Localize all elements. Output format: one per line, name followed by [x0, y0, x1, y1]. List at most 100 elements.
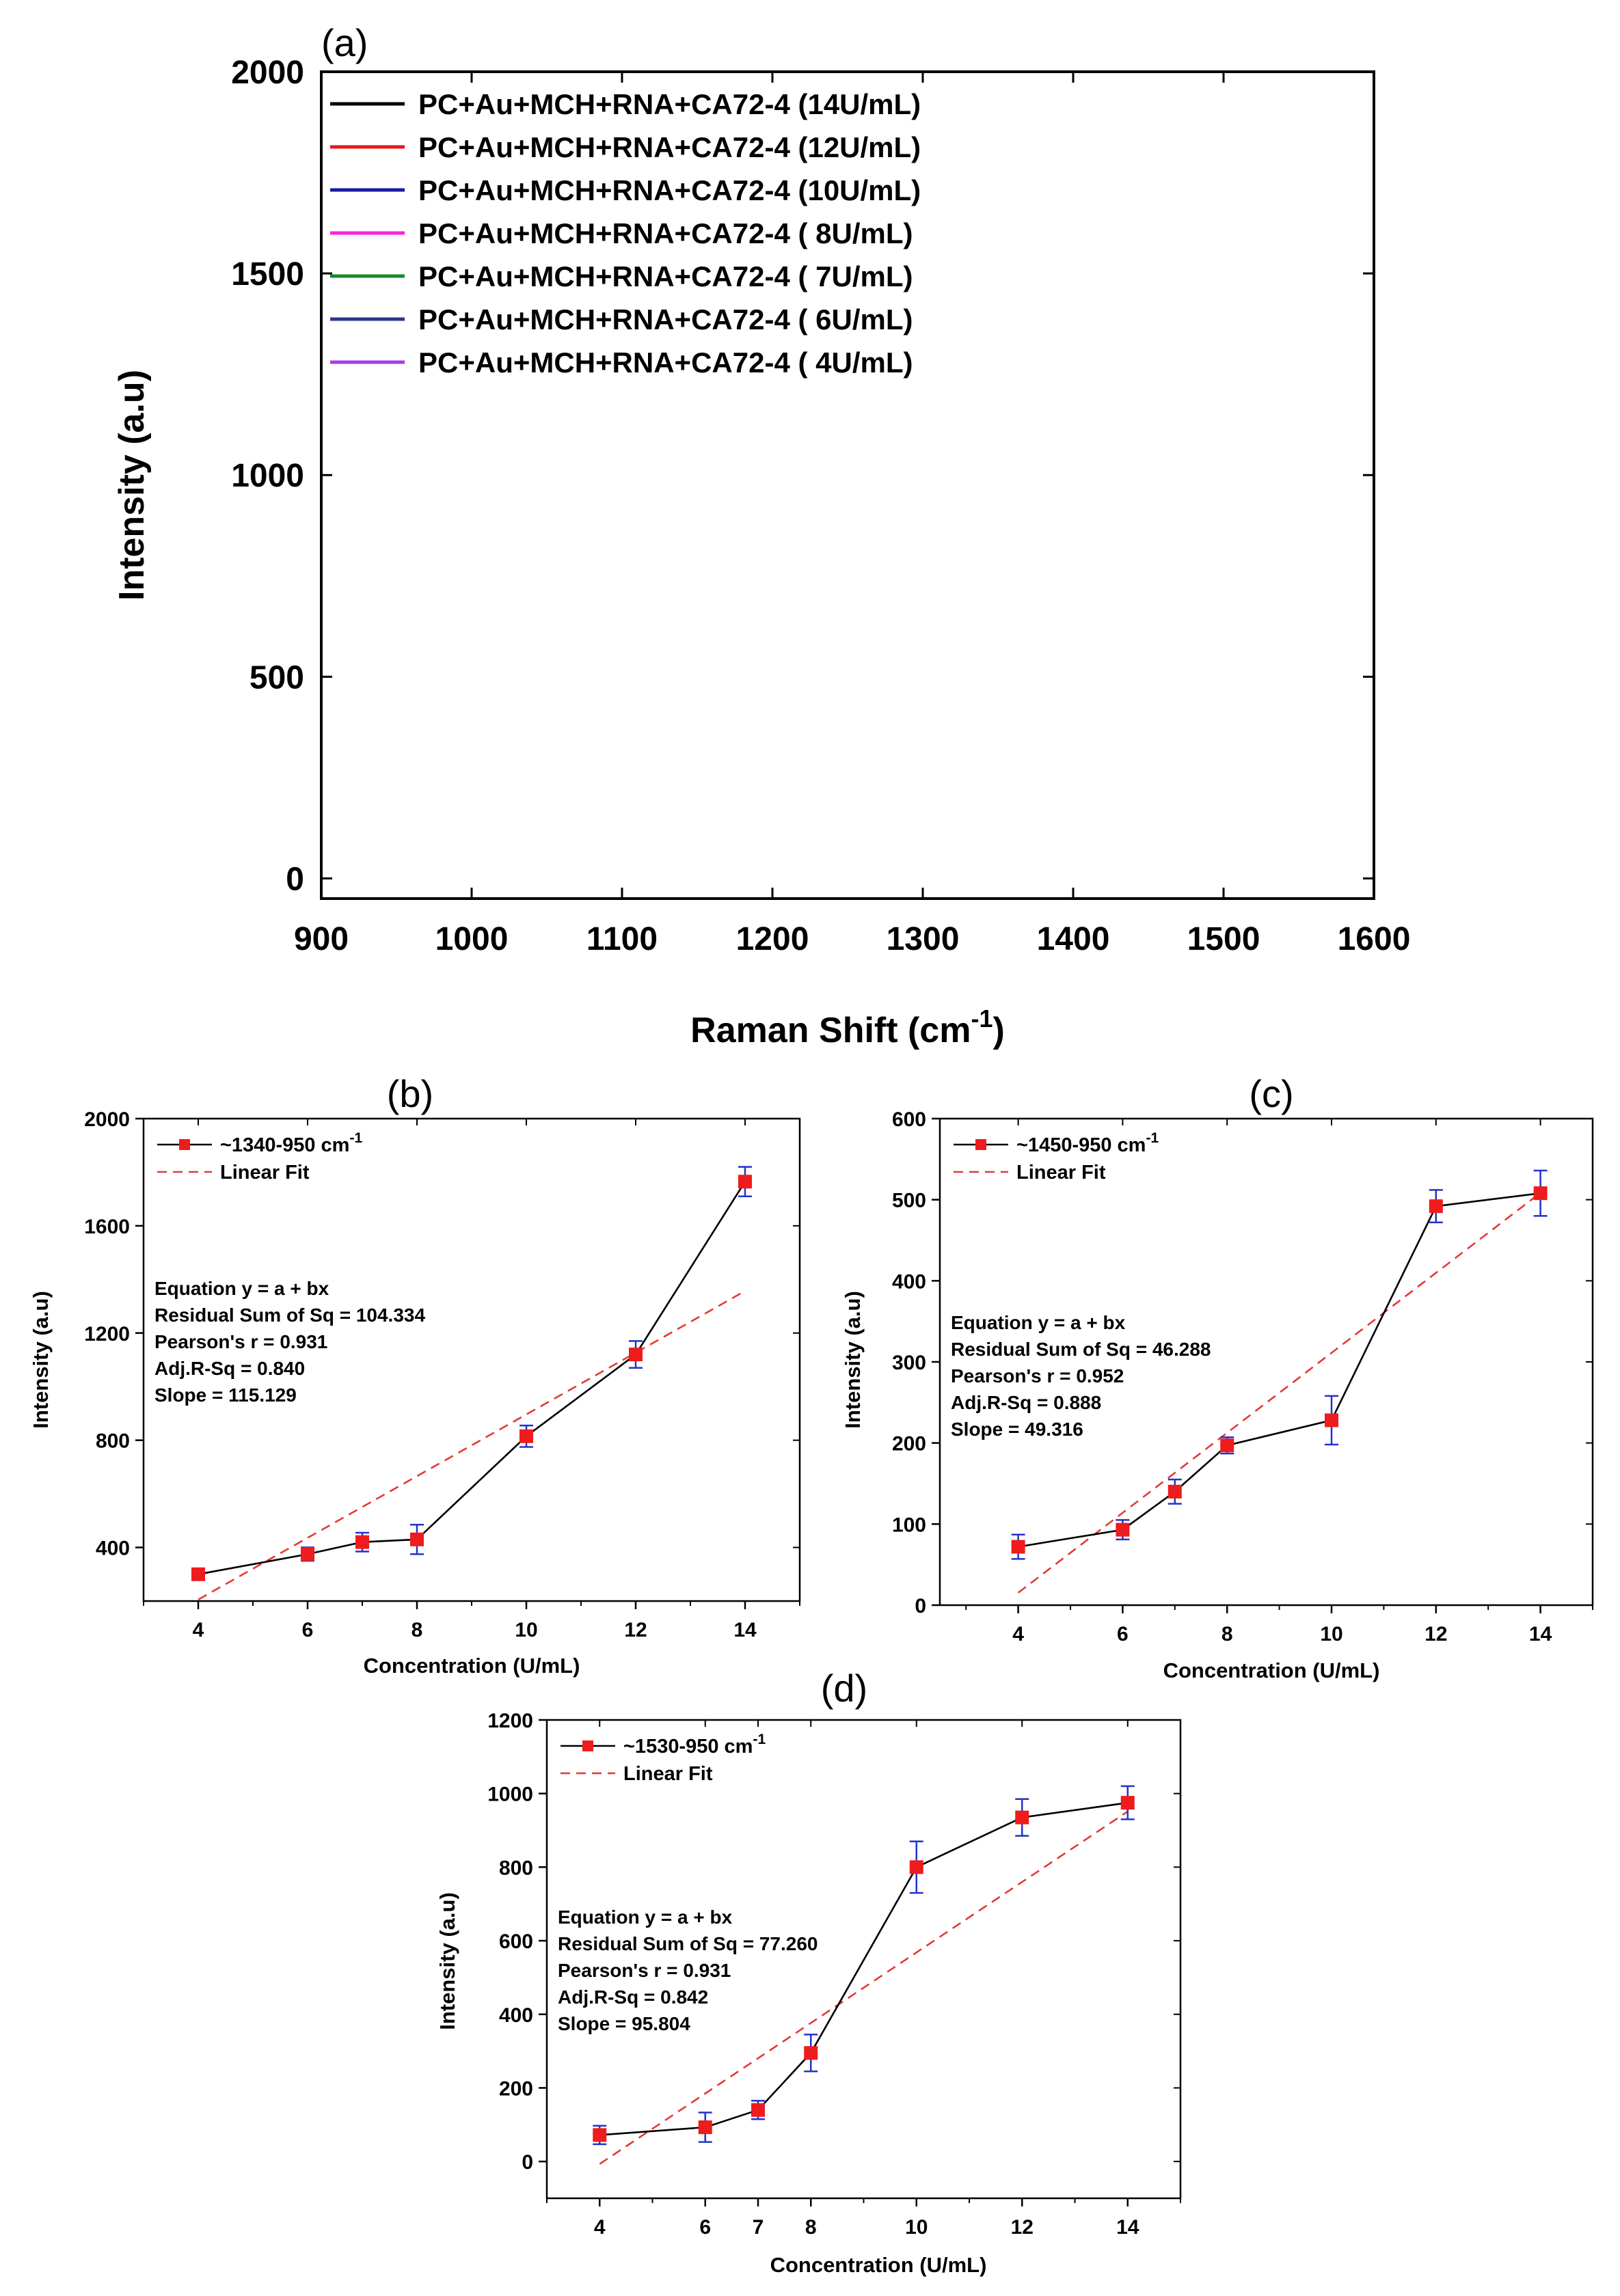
legend-series-sup: -1 — [753, 1732, 766, 1747]
data-point — [1011, 1540, 1025, 1554]
x-tick-label: 14 — [1529, 1623, 1552, 1645]
x-tick-label: 10 — [905, 2216, 928, 2239]
panel-b-legend: ~1340-950 cm-1 Linear Fit — [157, 1130, 362, 1184]
x-tick-label: 1600 — [1338, 921, 1411, 957]
data-point — [738, 1175, 752, 1189]
y-tick-label: 200 — [892, 1433, 926, 1456]
y-tick-label: 600 — [499, 1930, 533, 1953]
linear-fit-line — [599, 1810, 1129, 2165]
legend-fit-label: Linear Fit — [220, 1162, 310, 1184]
x-tick-label: 10 — [1320, 1623, 1342, 1645]
x-tick-label: 1200 — [736, 921, 809, 957]
panel-a-x-ticks: 900 1000 1100 1200 1300 1400 1500 1600 — [294, 72, 1410, 957]
panel-b: (b) 4 6 8 10 12 14 400 800 1200 1600 2000 ~1340-95… — [29, 1072, 801, 1678]
legend-entry: PC+Au+MCH+RNA+CA72-4 (14U/mL) — [418, 88, 921, 120]
x-tick-label: 6 — [699, 2216, 711, 2239]
annotation-line: Slope = 115.129 — [154, 1384, 297, 1406]
x-tick-label: 12 — [1425, 1623, 1447, 1645]
panel-c-annotation: Equation y = a + bx Residual Sum of Sq = … — [951, 1312, 1211, 1440]
panel-c: (c) 4 6 8 10 12 14 0 100 200 300 400 500 600 ~1450-9… — [841, 1072, 1594, 1682]
y-tick-label: 300 — [892, 1352, 926, 1374]
x-tick-label: 14 — [1116, 2216, 1139, 2239]
annotation-line: Equation y = a + bx — [154, 1278, 329, 1299]
y-tick-label: 0 — [522, 2151, 533, 2174]
panel-d-annotation: Equation y = a + bx Residual Sum of Sq = … — [558, 1906, 818, 2034]
x-tick-label: 6 — [302, 1619, 314, 1641]
panel-b-fit-line — [198, 1290, 746, 1600]
panel-b-x-axis-label: Concentration (U/mL) — [364, 1654, 580, 1678]
panel-c-legend: ~1450-950 cm-1 Linear Fit — [954, 1130, 1159, 1184]
y-tick-label: 400 — [892, 1270, 926, 1293]
y-tick-label: 600 — [892, 1108, 926, 1131]
x-tick-label: 14 — [733, 1619, 757, 1641]
panel-d-label: (d) — [821, 1667, 867, 1710]
y-tick-label: 1000 — [487, 1784, 533, 1806]
x-tick-label: 6 — [1117, 1623, 1129, 1645]
data-point — [1167, 1484, 1182, 1499]
data-point — [1220, 1438, 1234, 1453]
y-tick-label: 200 — [499, 2077, 533, 2100]
legend-series-marker — [582, 1740, 593, 1751]
legend-series-marker — [179, 1139, 190, 1150]
annotation-line: Residual Sum of Sq = 104.334 — [154, 1304, 425, 1326]
panel-d-fit-line — [599, 1810, 1129, 2165]
y-tick-label: 1500 — [231, 256, 304, 292]
data-point — [410, 1532, 424, 1546]
legend-series-text: ~1450-950 cm — [1016, 1134, 1146, 1156]
x-tick-label: 1300 — [887, 921, 960, 957]
y-tick-label: 400 — [499, 2004, 533, 2027]
legend-series-text: ~1340-950 cm — [220, 1134, 349, 1156]
legend-series-marker — [975, 1139, 986, 1150]
legend-fit-label: Linear Fit — [1016, 1162, 1106, 1184]
legend-entry: PC+Au+MCH+RNA+CA72-4 (12U/mL) — [418, 131, 921, 163]
data-point — [1429, 1199, 1443, 1214]
x-tick-label: 1400 — [1037, 921, 1110, 957]
x-tick-label: 1000 — [435, 921, 509, 957]
linear-fit-line — [198, 1290, 746, 1600]
data-point — [751, 2103, 765, 2117]
panel-d-data — [593, 1785, 1135, 2146]
panel-c-y-axis-label: Intensity (a.u) — [841, 1291, 865, 1429]
x-tick-label: 8 — [411, 1619, 423, 1641]
panel-a-label: (a) — [321, 21, 368, 64]
y-tick-label: 2000 — [84, 1108, 130, 1131]
legend-series-label: ~1340-950 cm-1 — [220, 1130, 362, 1156]
panel-a: (a) 900 1000 1100 1200 1300 1400 1500 1600 0 500… — [112, 21, 1410, 1050]
panel-d-x-axis-label: Concentration (U/mL) — [770, 2253, 987, 2277]
panel-a-y-axis-label: Intensity (a.u) — [112, 370, 152, 601]
x-tick-label: 1500 — [1187, 921, 1260, 957]
x-tick-label: 8 — [805, 2216, 817, 2239]
data-point — [1325, 1413, 1338, 1427]
annotation-line: Pearson's r = 0.931 — [558, 1960, 731, 1981]
data-point — [1533, 1186, 1548, 1201]
panel-c-x-axis-label: Concentration (U/mL) — [1163, 1658, 1380, 1682]
annotation-line: Slope = 95.804 — [558, 2013, 690, 2034]
annotation-line: Adj.R-Sq = 0.840 — [154, 1358, 305, 1379]
legend-entry: PC+Au+MCH+RNA+CA72-4 ( 6U/mL) — [418, 303, 913, 336]
x-tick-label: 7 — [753, 2216, 764, 2239]
y-tick-label: 0 — [915, 1595, 926, 1617]
panel-d-y-axis-label: Intensity (a.u) — [435, 1892, 459, 2030]
data-point — [804, 2046, 818, 2060]
legend-series-text: ~1530-950 cm — [623, 1736, 753, 1758]
x-tick-label: 8 — [1221, 1623, 1233, 1645]
panel-d-ticks: 4 6 7 8 10 12 14 0 200 400 600 800 1000 1200 — [487, 1710, 1181, 2239]
data-point — [1116, 1522, 1130, 1537]
panel-b-annotation: Equation y = a + bx Residual Sum of Sq = … — [154, 1278, 425, 1406]
y-tick-label: 2000 — [231, 55, 304, 91]
y-tick-label: 1200 — [487, 1710, 533, 1732]
x-tick-label: 1100 — [586, 921, 658, 957]
y-tick-label: 0 — [286, 861, 304, 897]
data-point — [909, 1860, 923, 1874]
data-point — [629, 1348, 643, 1362]
data-point — [1120, 1796, 1135, 1810]
y-tick-label: 1200 — [84, 1323, 130, 1345]
x-tick-label: 4 — [1012, 1623, 1024, 1645]
annotation-line: Equation y = a + bx — [951, 1312, 1126, 1333]
x-tick-label: 4 — [193, 1619, 204, 1641]
x-tick-label: 10 — [515, 1619, 537, 1641]
annotation-line: Equation y = a + bx — [558, 1906, 733, 1928]
y-tick-label: 800 — [96, 1430, 130, 1453]
annotation-line: Slope = 49.316 — [951, 1419, 1083, 1440]
panel-c-plot-frame — [939, 1117, 1594, 1607]
